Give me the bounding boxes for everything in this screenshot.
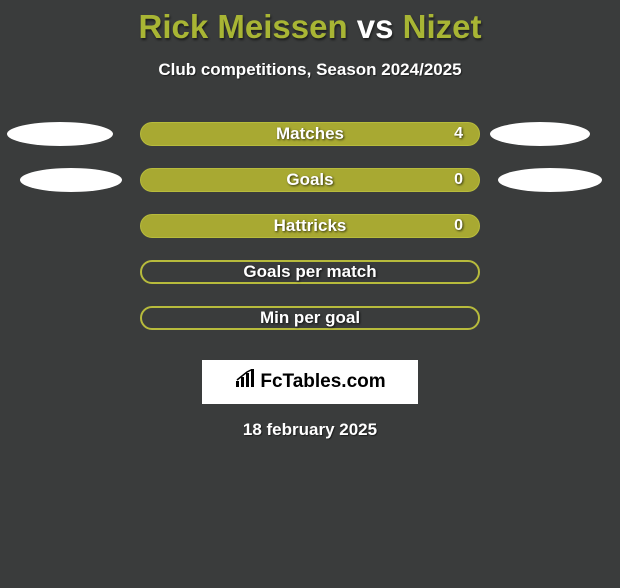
stat-label: Goals per match xyxy=(243,262,376,282)
stat-bar: Min per goal xyxy=(140,306,480,330)
stats-container: Matches 4 Goals 0 Hattricks 0 Goals per match M… xyxy=(0,122,620,352)
right-ellipse xyxy=(498,168,602,192)
logo-box: FcTables.com xyxy=(202,360,418,404)
subtitle: Club competitions, Season 2024/2025 xyxy=(0,60,620,80)
stat-row: Matches 4 xyxy=(0,122,620,168)
logo: FcTables.com xyxy=(234,369,385,395)
date-label: 18 february 2025 xyxy=(0,420,620,440)
logo-text: FcTables.com xyxy=(260,371,385,393)
stat-row: Goals per match xyxy=(0,260,620,306)
stat-row: Hattricks 0 xyxy=(0,214,620,260)
stat-row: Goals 0 xyxy=(0,168,620,214)
stat-bar: Hattricks 0 xyxy=(140,214,480,238)
page-title: Rick Meissen vs Nizet xyxy=(0,8,620,46)
stat-value: 0 xyxy=(454,217,463,235)
stat-label: Hattricks xyxy=(274,216,347,236)
stat-value: 4 xyxy=(454,125,463,143)
stat-bar: Matches 4 xyxy=(140,122,480,146)
chart-icon xyxy=(234,369,258,395)
stat-row: Min per goal xyxy=(0,306,620,352)
left-ellipse xyxy=(20,168,122,192)
stat-label: Min per goal xyxy=(260,308,360,328)
stat-bar: Goals 0 xyxy=(140,168,480,192)
left-ellipse xyxy=(7,122,113,146)
stat-label: Matches xyxy=(276,124,344,144)
stat-bar: Goals per match xyxy=(140,260,480,284)
stat-value: 0 xyxy=(454,171,463,189)
stat-label: Goals xyxy=(286,170,333,190)
right-ellipse xyxy=(490,122,590,146)
